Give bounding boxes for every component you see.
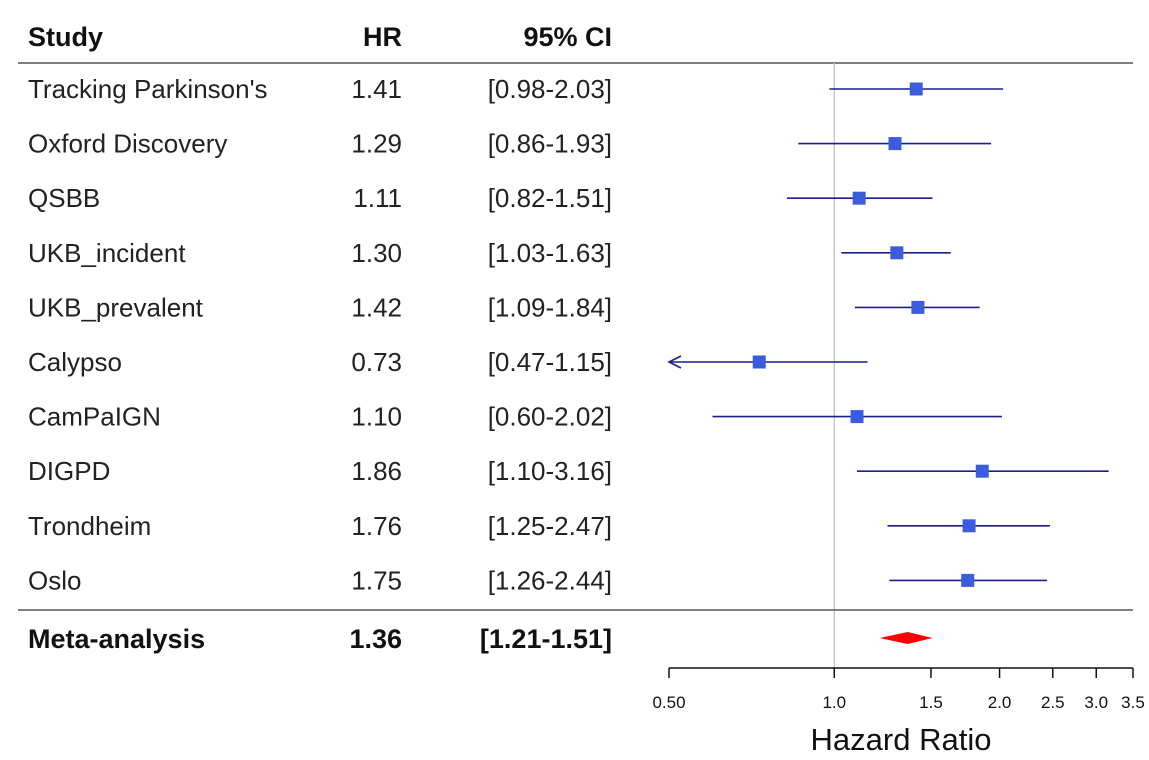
header-ci: 95% CI [523,22,612,52]
study-name: CamPaIGN [28,402,161,432]
study-ci: [0.60-2.02] [488,402,612,432]
study-ci: [1.03-1.63] [488,238,612,268]
study-ci: [0.86-1.93] [488,129,612,159]
study-point [909,82,923,96]
study-ci: [0.98-2.03] [488,74,612,104]
x-tick-label: 1.5 [919,693,943,712]
x-axis-label: Hazard Ratio [811,722,992,757]
study-name: Oxford Discovery [28,129,227,159]
study-ci: [0.47-1.15] [488,347,612,377]
study-point [888,137,902,151]
x-tick-label: 2.0 [988,693,1012,712]
study-name: UKB_prevalent [28,292,204,322]
x-tick-label: 2.5 [1041,693,1065,712]
x-tick-label: 3.0 [1084,693,1108,712]
x-tick-label: 0.50 [652,693,685,712]
study-point [911,300,925,314]
study-hr: 1.41 [351,74,402,104]
study-point [961,573,975,587]
header-hr: HR [363,22,402,52]
study-hr: 1.76 [351,511,402,541]
study-name: UKB_incident [28,238,186,268]
study-name: Trondheim [28,511,151,541]
study-name: Calypso [28,347,122,377]
study-point [752,355,766,369]
study-point [962,519,976,533]
study-hr: 1.30 [351,238,402,268]
study-hr: 1.10 [351,402,402,432]
study-hr: 0.73 [351,347,402,377]
study-ci: [1.25-2.47] [488,511,612,541]
study-hr: 1.11 [353,183,402,213]
study-hr: 1.42 [351,292,402,322]
header-study: Study [28,22,103,52]
study-ci: [1.10-3.16] [488,456,612,486]
summary-diamond [879,632,933,644]
study-name: DIGPD [28,456,110,486]
summary-hr: 1.36 [349,624,402,654]
study-point [890,246,904,260]
study-name: QSBB [28,183,100,213]
study-name: Tracking Parkinson's [28,74,268,104]
summary-ci: [1.21-1.51] [480,624,612,654]
study-hr: 1.29 [351,129,402,159]
summary-name: Meta-analysis [28,624,205,654]
study-point [850,410,864,424]
study-hr: 1.75 [351,565,402,595]
study-ci: [1.09-1.84] [488,292,612,322]
ci-clip-arrow [667,355,682,369]
study-ci: [1.26-2.44] [488,565,612,595]
study-ci: [0.82-1.51] [488,183,612,213]
study-point [975,464,989,478]
study-name: Oslo [28,565,81,595]
x-tick-label: 3.5 [1121,693,1145,712]
x-tick-label: 1.0 [822,693,846,712]
study-hr: 1.86 [351,456,402,486]
study-point [852,191,866,205]
